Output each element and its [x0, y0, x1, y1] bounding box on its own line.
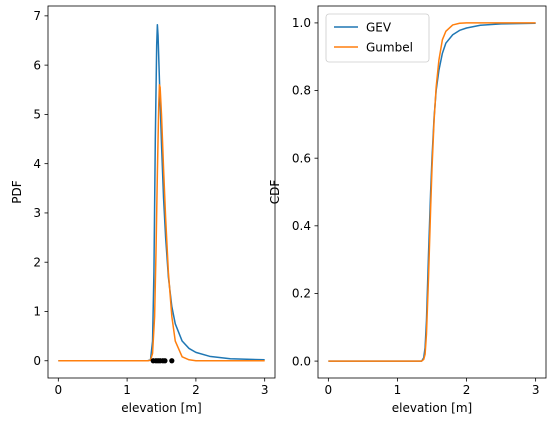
x-tick-label: 2	[192, 383, 200, 397]
x-tick-label: 1	[123, 383, 131, 397]
x-tick-label: 1	[394, 383, 402, 397]
y-tick-label: 5	[33, 108, 41, 122]
x-tick-label: 0	[325, 383, 333, 397]
y-tick-label: 0.8	[292, 84, 311, 98]
y-axis-label: PDF	[10, 180, 24, 203]
series-line-gumbel	[58, 84, 265, 362]
x-tick-label: 0	[54, 383, 62, 397]
y-tick-label: 4	[33, 157, 41, 171]
y-axis-label: CDF	[268, 180, 282, 205]
series-line-gumbel	[328, 22, 536, 362]
series-line-gev	[328, 22, 536, 362]
observation-point	[162, 358, 168, 364]
observation-point	[169, 358, 175, 364]
x-axis-label: elevation [m]	[121, 401, 201, 415]
axes-frame	[317, 5, 547, 379]
y-tick-label: 2	[33, 255, 41, 269]
y-tick-label: 3	[33, 206, 41, 220]
x-tick-label: 3	[532, 383, 540, 397]
legend-label-gev: GEV	[366, 21, 392, 35]
series-line-gev	[58, 23, 265, 362]
legend-box	[325, 13, 430, 63]
chart-panel-2: 0 1 2 3 0.0 0.2 0.4 0.6 0.8 1.0 elevation [m] CDF GE…	[268, 5, 547, 415]
chart-panel-1: 0 1 2 3 0 1 2 3 4 5 6 7 elevation [m] PDF	[10, 5, 276, 415]
y-tick-label: 6	[33, 58, 41, 72]
y-tick-label: 0.0	[292, 354, 311, 368]
x-tick-label: 3	[261, 383, 269, 397]
y-tick-label: 1	[33, 305, 41, 319]
y-tick-label: 0.6	[292, 151, 311, 165]
y-tick-label: 0	[33, 354, 41, 368]
x-axis-label: elevation [m]	[392, 401, 472, 415]
axes-frame	[47, 5, 276, 379]
y-tick-label: 1.0	[292, 16, 311, 30]
y-tick-label: 0.2	[292, 287, 311, 301]
x-tick-label: 2	[463, 383, 471, 397]
legend-label-gumbel: Gumbel	[366, 41, 413, 55]
y-tick-label: 0.4	[292, 219, 311, 233]
y-tick-label: 7	[33, 9, 41, 23]
